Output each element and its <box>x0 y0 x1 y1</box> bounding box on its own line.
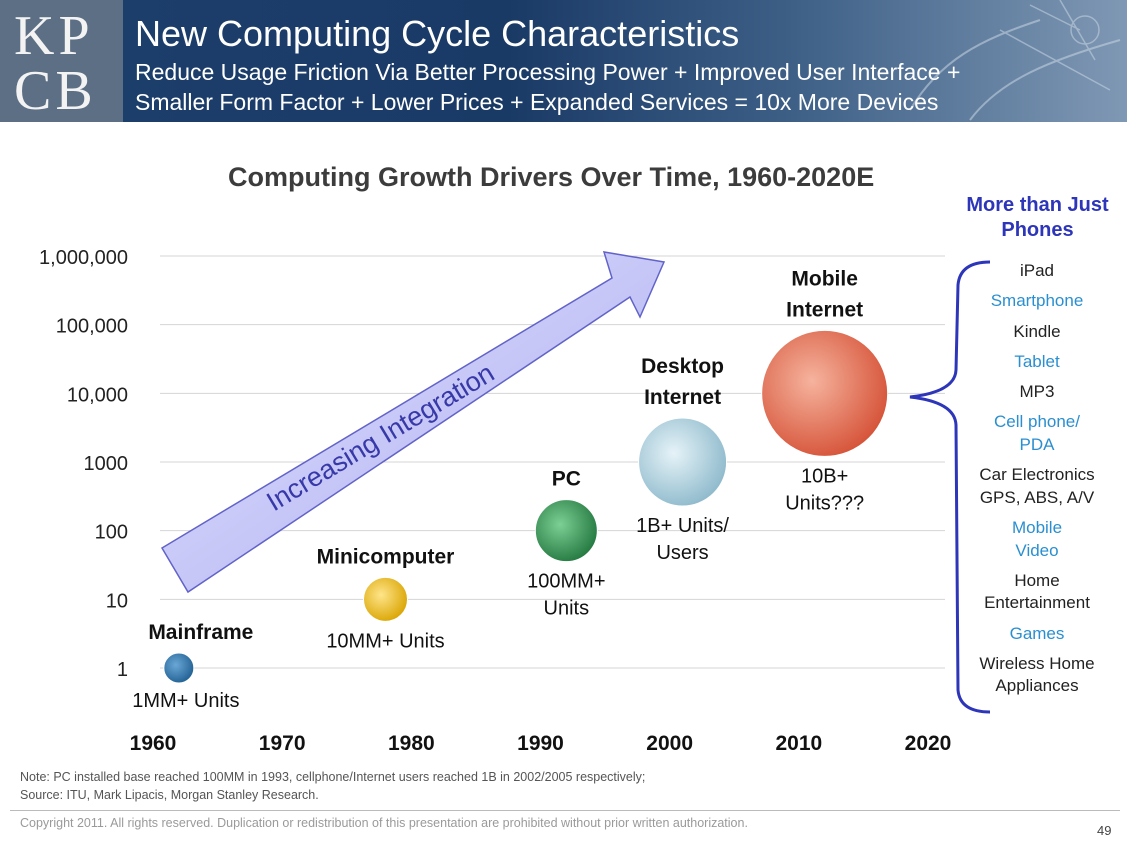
device-list-item: Cell phone/PDA <box>993 412 1080 454</box>
device-list-item: Games <box>1009 623 1065 643</box>
sidebar-heading: More than Just Phones <box>966 194 1109 241</box>
point-units-label: 1B+ Units/ <box>636 515 729 537</box>
subtitle-line-1: Reduce Usage Friction Via Better Process… <box>135 59 961 85</box>
point-name-label: Mobile <box>791 267 858 290</box>
point-units-label: Units??? <box>785 492 864 514</box>
device-list-item: Wireless Home Appliances <box>979 653 1095 696</box>
note-line-2: Source: ITU, Mark Lipacis, Morgan Stanle… <box>20 788 319 802</box>
device-list-item: MP3 <box>1019 382 1055 402</box>
header-banner: KP CB New Computing Cycle Characteristic… <box>0 0 1127 122</box>
data-point <box>534 499 598 563</box>
page-title: New Computing Cycle Characteristics <box>135 13 740 54</box>
x-tick-label: 1980 <box>388 732 435 755</box>
footer-divider <box>10 810 1120 811</box>
chart-title: Computing Growth Drivers Over Time, 1960… <box>228 162 875 192</box>
y-tick-label: 1000 <box>84 453 129 475</box>
kpcb-logo: KP CB <box>0 0 123 122</box>
data-point <box>638 417 728 507</box>
x-tick-label: 1970 <box>259 732 306 755</box>
point-name-label: Desktop <box>641 355 724 378</box>
point-units-label: 10MM+ Units <box>326 630 444 652</box>
x-tick-label: 2000 <box>646 732 693 755</box>
device-list: iPad Smartphone Kindle Tablet MP3 Cell phone/… <box>962 260 1112 706</box>
copyright-text: Copyright 2011. All rights reserved. Dup… <box>20 816 748 830</box>
point-units-label: 1MM+ Units <box>132 690 239 712</box>
point-units-label: 10B+ <box>801 465 848 487</box>
device-list-item: Home Entertainment <box>984 570 1090 613</box>
note-line-1: Note: PC installed base reached 100MM in… <box>20 770 646 784</box>
point-name-label: Internet <box>644 386 721 409</box>
page-number: 49 <box>1097 823 1112 838</box>
sidebar-brace <box>909 260 991 714</box>
point-name-label: Internet <box>786 298 863 321</box>
y-tick-label: 100 <box>95 522 128 544</box>
arrow-label: Increasing Integration <box>261 358 499 517</box>
integration-arrow <box>160 251 666 594</box>
subtitle-line-2: Smaller Form Factor + Lower Prices + Exp… <box>135 89 939 115</box>
device-list-item: iPad <box>1019 261 1055 280</box>
page-subtitle: Reduce Usage Friction Via Better Process… <box>135 57 960 117</box>
point-name-label: PC <box>552 468 581 491</box>
x-tick-label: 2010 <box>775 732 822 755</box>
device-list-item: Car Electronics GPS, ABS, A/V <box>979 465 1095 507</box>
y-tick-label: 100,000 <box>56 316 128 338</box>
y-tick-label: 1,000,000 <box>39 247 128 269</box>
point-units-label: Units <box>544 598 590 620</box>
data-point <box>761 329 889 457</box>
point-name-label: Minicomputer <box>317 545 455 568</box>
device-list-item: Smartphone <box>990 291 1084 311</box>
data-point <box>363 576 408 622</box>
y-tick-label: 10,000 <box>67 384 128 406</box>
point-name-label: Mainframe <box>148 621 253 644</box>
x-tick-label: 1960 <box>130 732 177 755</box>
point-units-label: Users <box>656 542 708 564</box>
logo-line-1: KP <box>14 5 94 67</box>
device-list-item: Mobile Video <box>1011 518 1063 560</box>
logo-line-2: CB <box>14 60 97 122</box>
device-list-item: Kindle <box>1013 321 1061 341</box>
x-tick-label: 1990 <box>517 732 564 755</box>
data-point <box>163 652 195 684</box>
device-list-item: Tablet <box>1014 351 1060 371</box>
chart-note: Note: PC installed base reached 100MM in… <box>20 768 645 804</box>
x-tick-label: 2020 <box>905 732 952 755</box>
sketch-decoration-icon <box>909 0 1121 121</box>
point-units-label: 100MM+ <box>527 571 605 593</box>
y-tick-label: 10 <box>106 590 128 612</box>
y-tick-label: 1 <box>117 659 128 681</box>
